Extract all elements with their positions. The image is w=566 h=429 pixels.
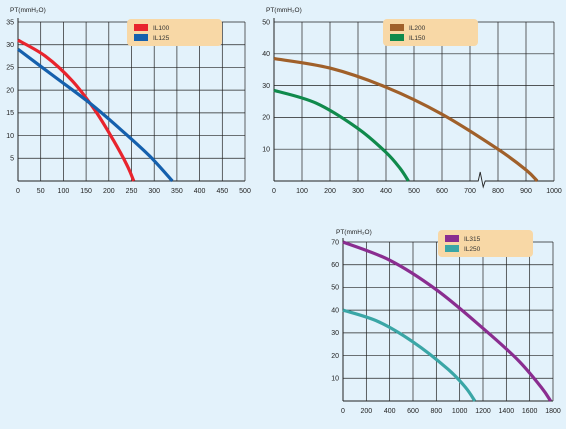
legend: IL200 IL150: [383, 19, 478, 46]
series-line-il150: [273, 88, 410, 182]
y-tick-label: 5: [10, 156, 14, 163]
y-tick-label: 40: [262, 51, 270, 58]
y-tick-label: 10: [6, 133, 14, 140]
x-tick-label: 500: [408, 188, 420, 195]
axis-break-mark: [473, 171, 491, 189]
legend-swatch: [390, 24, 404, 31]
series-line-il125: [17, 47, 174, 183]
y-tick-label: 70: [331, 239, 339, 246]
x-tick-label: 50: [37, 188, 45, 195]
y-tick-label: 10: [262, 147, 270, 154]
x-tick-label: 1000: [452, 408, 468, 415]
x-tick-label: 800: [430, 408, 442, 415]
axis-break-gap: [475, 179, 488, 183]
x-tick-label: 300: [148, 188, 160, 195]
y-tick-label: 50: [262, 19, 270, 26]
legend-swatch: [445, 235, 459, 242]
x-tick-label: 400: [194, 188, 206, 195]
series-line-il315: [342, 240, 553, 402]
y-axis-label: PT(mmH₂O): [336, 229, 372, 236]
legend-box: [127, 19, 222, 46]
legend-swatch: [134, 34, 148, 41]
y-tick-label: 50: [331, 285, 339, 292]
x-tick-label: 200: [324, 188, 336, 195]
x-tick-label: 0: [341, 408, 345, 415]
legend-label: IL250: [464, 246, 481, 253]
y-tick-label: 15: [6, 110, 14, 117]
x-tick-label: 450: [216, 188, 228, 195]
legend-swatch: [445, 245, 459, 252]
x-tick-label: 600: [436, 188, 448, 195]
series-line-il250: [342, 308, 477, 402]
y-tick-label: 30: [262, 83, 270, 90]
y-tick-label: 35: [6, 19, 14, 26]
y-axis-label: PT(mmH₂O): [10, 7, 46, 14]
x-tick-label: 1000: [546, 188, 562, 195]
x-tick-label: 1800: [545, 408, 561, 415]
x-tick-label: 300: [352, 188, 364, 195]
x-tick-label: 100: [296, 188, 308, 195]
x-tick-label: 250: [126, 188, 138, 195]
x-tick-label: 100: [58, 188, 70, 195]
x-tick-label: 0: [272, 188, 276, 195]
legend-label: IL315: [464, 236, 481, 243]
chart-3: 10 20 30 40 50 60 70 0 200 400 600 800 1000 1200 1400 1…: [331, 229, 561, 415]
y-tick-label: 20: [6, 87, 14, 94]
y-tick-label: 10: [331, 376, 339, 383]
legend: IL100 IL125: [127, 19, 222, 46]
x-tick-label: 800: [492, 188, 504, 195]
legend-box: [383, 19, 478, 46]
x-tick-label: 1200: [475, 408, 491, 415]
legend-box: [438, 230, 533, 257]
x-tick-label: 150: [80, 188, 92, 195]
y-tick-label: 20: [331, 353, 339, 360]
legend-swatch: [134, 24, 148, 31]
x-tick-label: 700: [464, 188, 476, 195]
x-tick-label: 350: [171, 188, 183, 195]
x-tick-label: 0: [16, 188, 20, 195]
legend: IL315 IL250: [438, 230, 533, 257]
y-tick-label: 25: [6, 65, 14, 72]
x-tick-label: 600: [407, 408, 419, 415]
y-tick-label: 20: [262, 115, 270, 122]
series-line-il200: [273, 56, 539, 183]
x-tick-label: 900: [520, 188, 532, 195]
legend-label: IL200: [409, 25, 426, 32]
x-tick-label: 400: [380, 188, 392, 195]
y-tick-label: 60: [331, 262, 339, 269]
series-line-il100: [17, 38, 136, 182]
legend-label: IL100: [153, 25, 170, 32]
x-tick-label: 1400: [499, 408, 515, 415]
y-axis-label: PT(mmH₂O): [266, 7, 302, 14]
y-tick-label: 30: [6, 42, 14, 49]
x-tick-label: 200: [360, 408, 372, 415]
legend-label: IL125: [153, 35, 170, 42]
legend-label: IL150: [409, 35, 426, 42]
x-tick-label: 1600: [522, 408, 538, 415]
y-tick-label: 30: [331, 330, 339, 337]
x-tick-label: 500: [239, 188, 251, 195]
x-tick-label: 400: [384, 408, 396, 415]
y-tick-label: 40: [331, 307, 339, 314]
legend-swatch: [390, 34, 404, 41]
x-tick-label: 200: [103, 188, 115, 195]
